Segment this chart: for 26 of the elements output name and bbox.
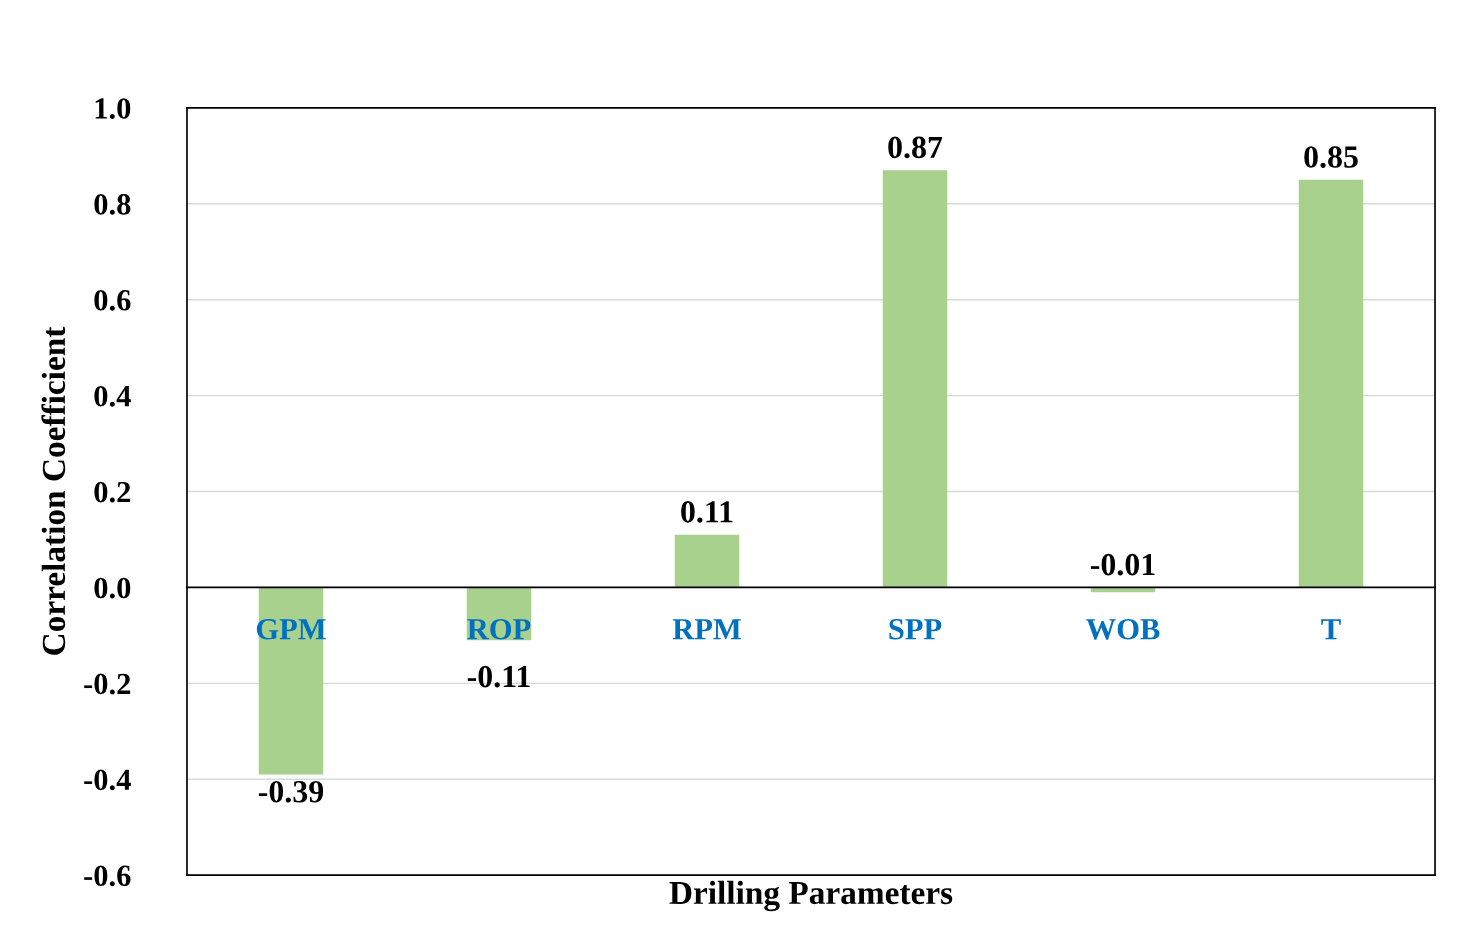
bar xyxy=(258,587,324,775)
x-axis-title: Drilling Parameters xyxy=(669,880,953,912)
data-label: -0.39 xyxy=(258,780,324,803)
data-label: -0.11 xyxy=(467,665,530,688)
bar xyxy=(1298,179,1364,588)
x-tick-label: WOB xyxy=(1086,618,1160,640)
y-tick-label: -0.2 xyxy=(84,673,131,695)
x-tick-label: T xyxy=(1321,619,1341,640)
data-label: 0.11 xyxy=(681,501,733,523)
y-tick-label: 0.4 xyxy=(94,385,131,407)
bar xyxy=(674,534,740,588)
y-tick-label: 1.0 xyxy=(95,98,131,119)
x-tick-label: SPP xyxy=(889,618,942,640)
y-tick-label: 0.0 xyxy=(94,577,131,599)
y-tick-label: -0.6 xyxy=(84,865,131,887)
x-tick-label: ROP xyxy=(467,618,531,640)
y-tick-label: 0.8 xyxy=(94,194,131,215)
y-tick-label: -0.4 xyxy=(84,769,131,791)
data-label: 0.87 xyxy=(888,136,943,159)
x-tick-label: RPM xyxy=(672,619,741,640)
y-tick-label: 0.6 xyxy=(94,289,131,311)
y-axis-title: Correlation Coefficient xyxy=(41,326,66,655)
y-tick-label: 0.2 xyxy=(94,481,131,503)
bar xyxy=(882,170,948,588)
data-label: -0.01 xyxy=(1090,553,1155,576)
data-label: 0.85 xyxy=(1304,146,1358,168)
